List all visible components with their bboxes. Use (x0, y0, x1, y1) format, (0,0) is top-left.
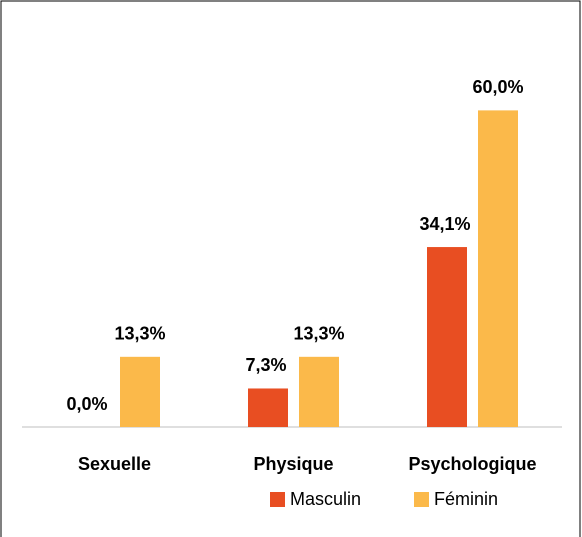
x-tick-label: Psychologique (408, 454, 536, 474)
data-label: 13,3% (114, 324, 165, 344)
data-label: 60,0% (472, 77, 523, 97)
legend-label: Féminin (434, 489, 498, 509)
bar (299, 356, 339, 427)
legend-swatch (414, 492, 429, 507)
data-label: 34,1% (419, 214, 470, 234)
data-label: 0,0% (66, 394, 107, 414)
data-label: 13,3% (293, 324, 344, 344)
legend-swatch (270, 492, 285, 507)
bar (478, 110, 518, 427)
x-tick-label: Sexuelle (78, 454, 151, 474)
legend-label: Masculin (290, 489, 361, 509)
bar (120, 356, 160, 427)
x-tick-label: Physique (253, 454, 333, 474)
bar (427, 247, 467, 427)
bar (248, 388, 288, 427)
data-label: 7,3% (245, 355, 286, 375)
